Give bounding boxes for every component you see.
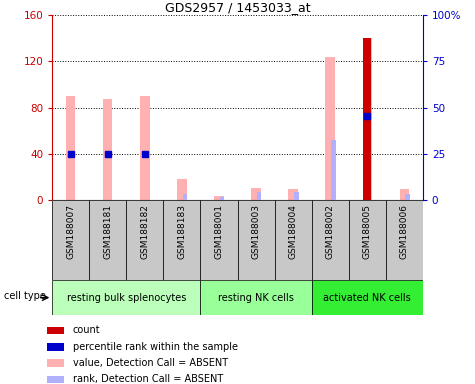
Bar [47, 326, 64, 334]
Bar [349, 200, 386, 280]
Text: GSM188181: GSM188181 [104, 204, 112, 259]
Text: count: count [73, 326, 101, 336]
Text: value, Detection Call = ABSENT: value, Detection Call = ABSENT [73, 358, 228, 368]
Bar [238, 200, 275, 280]
Bar [325, 57, 335, 200]
Bar [275, 200, 312, 280]
Bar [312, 200, 349, 280]
Text: percentile rank within the sample: percentile rank within the sample [73, 342, 238, 352]
Bar [140, 96, 150, 200]
Bar [163, 200, 200, 280]
Bar [103, 99, 113, 200]
Bar [257, 192, 262, 200]
Text: resting bulk splenocytes: resting bulk splenocytes [66, 293, 186, 303]
Text: GSM188183: GSM188183 [178, 204, 186, 259]
Text: activated NK cells: activated NK cells [323, 293, 411, 303]
Text: GSM188005: GSM188005 [363, 204, 371, 259]
Bar [288, 189, 298, 200]
Bar [405, 194, 410, 200]
Text: rank, Detection Call = ABSENT: rank, Detection Call = ABSENT [73, 374, 223, 384]
Bar [214, 196, 224, 200]
Text: cell type: cell type [4, 291, 46, 301]
Bar [47, 376, 64, 383]
Text: resting NK cells: resting NK cells [218, 293, 294, 303]
Bar [126, 200, 163, 280]
Bar [294, 192, 299, 200]
Bar [89, 200, 126, 280]
Title: GDS2957 / 1453033_at: GDS2957 / 1453033_at [165, 1, 310, 14]
Bar [183, 194, 188, 200]
Bar [52, 200, 89, 280]
Bar [52, 280, 200, 315]
Bar [66, 96, 76, 200]
Bar [312, 280, 423, 315]
Text: GSM188182: GSM188182 [141, 204, 149, 258]
Text: GSM188007: GSM188007 [66, 204, 75, 259]
Bar [251, 188, 261, 200]
Bar [331, 140, 336, 200]
Bar [177, 179, 187, 200]
Text: GSM188004: GSM188004 [289, 204, 297, 258]
Text: GSM188002: GSM188002 [326, 204, 334, 258]
Bar [362, 38, 372, 200]
Bar [220, 197, 225, 200]
Bar [386, 200, 423, 280]
Bar [200, 280, 312, 315]
Text: GSM188003: GSM188003 [252, 204, 260, 259]
Text: GSM188006: GSM188006 [400, 204, 408, 259]
Bar [200, 200, 238, 280]
Text: GSM188001: GSM188001 [215, 204, 223, 259]
Bar [399, 189, 409, 200]
Bar [47, 343, 64, 351]
Bar [47, 359, 64, 367]
Bar [363, 38, 371, 200]
